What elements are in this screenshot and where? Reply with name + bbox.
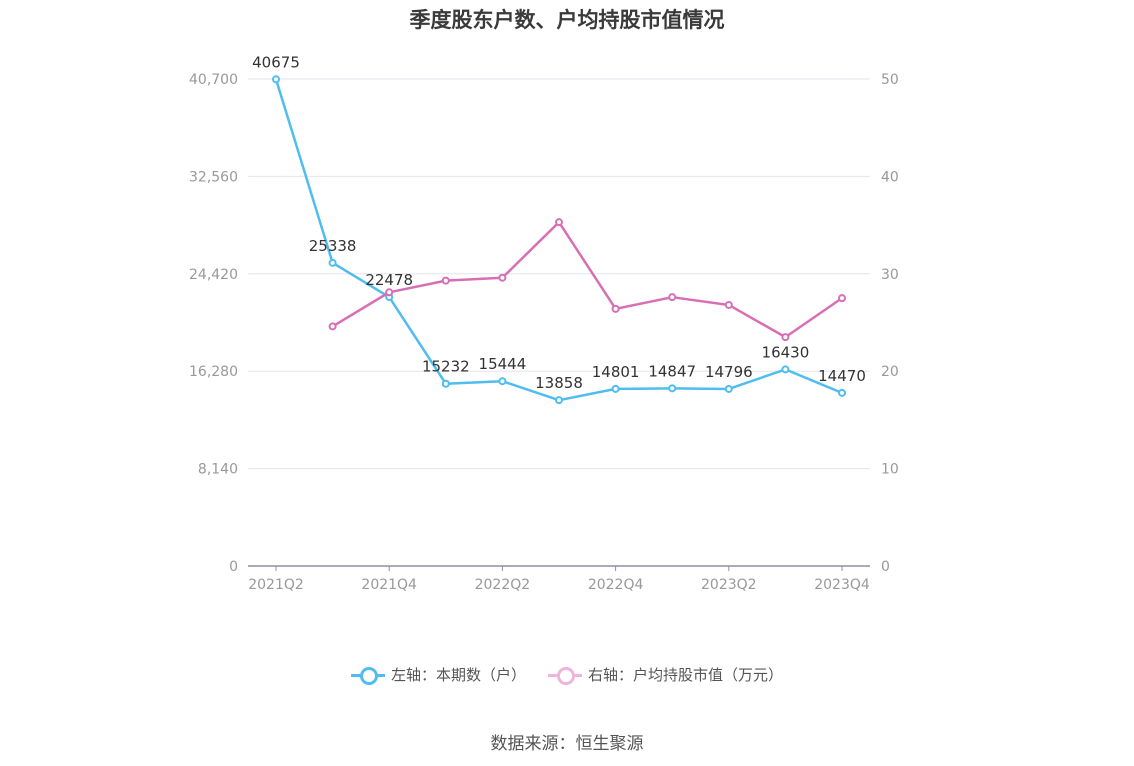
data-label: 15444 bbox=[479, 355, 527, 373]
right-axis-tick-label: 0 bbox=[881, 559, 890, 575]
right-axis-tick-label: 10 bbox=[881, 462, 899, 478]
series-right-point bbox=[385, 288, 394, 297]
series-right-point bbox=[781, 333, 790, 342]
left-axis-tick-label: 16,280 bbox=[189, 364, 238, 380]
left-axis-tick-label: 40,700 bbox=[189, 72, 238, 88]
data-label: 13858 bbox=[535, 374, 583, 392]
series-left-point bbox=[328, 258, 337, 267]
x-axis-tick-label: 2022Q2 bbox=[475, 577, 531, 593]
legend-right-label: 右轴：户均持股市值（万元） bbox=[588, 666, 784, 684]
series-right-point bbox=[328, 322, 337, 331]
legend-item-left[interactable]: 左轴：本期数（户） bbox=[350, 664, 526, 685]
x-axis-tick-label: 2023Q2 bbox=[701, 577, 757, 593]
series-left-point bbox=[611, 384, 620, 393]
series-left-point bbox=[555, 396, 563, 405]
legend-left-label: 左轴：本期数（户） bbox=[390, 666, 526, 684]
left-axis-tick-label: 24,420 bbox=[189, 267, 238, 283]
right-axis-tick-label: 40 bbox=[881, 169, 899, 185]
data-label: 14847 bbox=[648, 362, 696, 380]
data-label: 14801 bbox=[592, 363, 640, 381]
series-left-point bbox=[272, 75, 280, 84]
right-axis-tick-label: 50 bbox=[881, 72, 899, 88]
series-right-point bbox=[555, 218, 563, 227]
data-label: 15232 bbox=[422, 358, 470, 376]
data-label: 40675 bbox=[252, 53, 300, 71]
x-axis-tick-label: 2022Q4 bbox=[588, 577, 644, 593]
series-left-point bbox=[838, 388, 846, 397]
legend-left-line-icon bbox=[350, 666, 385, 685]
data-label: 14796 bbox=[705, 363, 753, 381]
x-axis-tick-label: 2021Q2 bbox=[248, 577, 304, 593]
series-left-point bbox=[781, 365, 790, 374]
data-label: 22478 bbox=[365, 271, 413, 289]
legend: 左轴：本期数（户） 右轴：户均持股市值（万元） bbox=[0, 664, 1134, 685]
series-left-point bbox=[498, 377, 507, 386]
right-axis-tick-label: 20 bbox=[881, 364, 899, 380]
chart-title: 季度股东户数、户均持股市值情况 bbox=[409, 8, 725, 32]
left-axis-tick-label: 8,140 bbox=[198, 462, 238, 478]
data-label: 25338 bbox=[309, 237, 357, 255]
data-label: 16430 bbox=[762, 343, 810, 361]
left-axis-tick-label: 32,560 bbox=[189, 169, 238, 185]
series-right-point bbox=[441, 276, 450, 285]
series-right-line bbox=[331, 220, 843, 339]
left-axis-tick-label: 0 bbox=[229, 559, 238, 575]
series-left-point bbox=[668, 384, 677, 393]
series-left-point bbox=[724, 384, 733, 393]
right-axis-tick-label: 30 bbox=[881, 267, 899, 283]
series-right-point bbox=[668, 293, 677, 302]
data-label: 14470 bbox=[818, 367, 866, 385]
series-left-point bbox=[441, 379, 450, 388]
source-note: 数据来源：恒生聚源 bbox=[490, 734, 644, 754]
series-right-point bbox=[611, 304, 620, 313]
legend-item-right[interactable]: 右轴：户均持股市值（万元） bbox=[548, 664, 783, 685]
x-axis-tick-label: 2021Q4 bbox=[361, 577, 417, 593]
series-right-point bbox=[838, 294, 846, 303]
series-right-point bbox=[724, 300, 733, 309]
x-axis-tick-label: 2023Q4 bbox=[814, 577, 870, 593]
series-left-line bbox=[274, 78, 843, 402]
legend-right-line-icon bbox=[548, 666, 582, 685]
series-right-point bbox=[498, 273, 507, 282]
